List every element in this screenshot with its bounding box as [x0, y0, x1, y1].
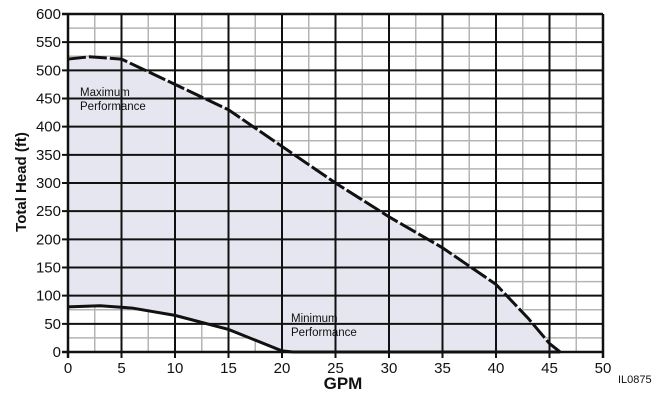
y-tick-label: 150 — [36, 260, 61, 277]
x-tick-labels: 0 5 10 15 20 25 30 35 40 45 50 — [64, 360, 612, 377]
x-tick-label: 0 — [64, 360, 72, 377]
figure-id: IL0875 — [618, 374, 652, 386]
x-tick-label: 5 — [117, 360, 125, 377]
y-tick-label: 400 — [36, 119, 61, 136]
max-performance-label-2: Performance — [80, 101, 146, 113]
y-tick-label: 250 — [36, 203, 61, 220]
y-tick-label: 600 — [36, 6, 61, 23]
y-tick-label: 0 — [53, 344, 61, 361]
y-tick-label: 200 — [36, 231, 61, 248]
x-tick-label: 20 — [274, 360, 291, 377]
min-performance-label: Minimum — [291, 313, 338, 325]
major-grid — [62, 12, 605, 358]
y-tick-label: 450 — [36, 91, 61, 108]
y-axis-title: Total Head (ft) — [13, 132, 30, 232]
x-axis-title: GPM — [324, 374, 363, 393]
x-tick-label: 50 — [595, 360, 612, 377]
y-tick-label: 300 — [36, 175, 61, 192]
y-tick-label: 50 — [44, 316, 61, 333]
x-tick-label: 45 — [541, 360, 558, 377]
x-tick-label: 25 — [327, 360, 344, 377]
x-tick-label: 30 — [381, 360, 398, 377]
x-tick-label: 40 — [488, 360, 505, 377]
min-performance-label-2: Performance — [291, 327, 357, 339]
x-tick-label: 10 — [167, 360, 184, 377]
minimum-performance-curve — [67, 304, 293, 354]
x-tick-label: 35 — [434, 360, 451, 377]
performance-area — [68, 56, 561, 353]
y-tick-label: 100 — [36, 288, 61, 305]
maximum-performance-curve — [67, 55, 562, 354]
y-tick-label: 350 — [36, 147, 61, 164]
y-tick-labels: 0 50 100 150 200 250 300 350 400 450 500 550 600 — [36, 6, 61, 361]
max-performance-label: Maximum — [80, 87, 130, 99]
x-tick-label: 15 — [220, 360, 237, 377]
y-tick-label: 550 — [36, 34, 61, 51]
y-tick-label: 500 — [36, 62, 61, 79]
